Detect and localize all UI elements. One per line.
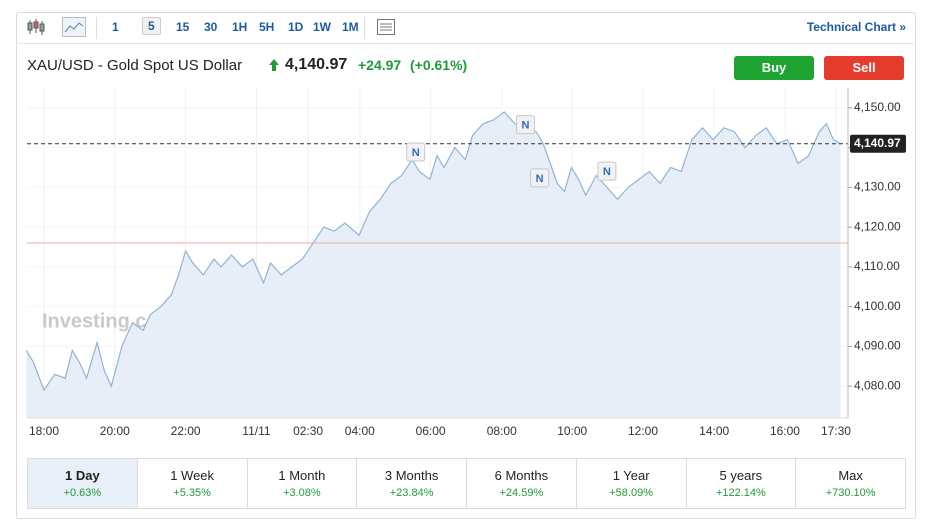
interval-button[interactable]: 1D	[288, 20, 304, 34]
interval-button[interactable]: 5	[142, 17, 161, 35]
period-change: +58.09%	[609, 487, 653, 499]
y-tick-label: 4,100.00	[854, 299, 901, 313]
y-tick-label: 4,120.00	[854, 219, 901, 233]
news-marker-label: N	[536, 173, 544, 185]
period-cell[interactable]: 1 Month +3.08%	[248, 459, 358, 508]
technical-chart-link[interactable]: Technical Chart »	[806, 20, 906, 34]
period-cell[interactable]: 1 Day +0.63%	[28, 459, 138, 508]
period-change: +5.35%	[173, 487, 211, 499]
period-change: +23.84%	[389, 487, 434, 499]
last-price-label: 4,140.97	[854, 136, 901, 150]
news-marker	[515, 115, 535, 135]
interval-button[interactable]: 15	[176, 20, 190, 34]
period-cell[interactable]: 6 Months +24.59%	[467, 459, 577, 508]
period-change: +24.59%	[499, 487, 544, 499]
x-tick-label: 10:00	[557, 424, 587, 438]
period-label: 6 Months	[494, 468, 549, 483]
news-marker	[530, 168, 550, 188]
y-tick-label: 4,150.00	[854, 100, 901, 114]
price-line	[25, 111, 841, 392]
up-arrow	[269, 59, 279, 71]
buy-button[interactable]: Buy	[734, 56, 814, 80]
period-change: +0.63%	[63, 487, 102, 499]
x-tick-label: 22:00	[171, 424, 201, 438]
interval-button[interactable]: 1M	[342, 20, 359, 34]
period-change: +730.10%	[825, 487, 876, 499]
period-change: +3.08%	[283, 487, 321, 499]
separator	[364, 17, 365, 39]
x-tick-label: 04:00	[345, 424, 375, 438]
news-marker-label: N	[522, 119, 530, 131]
sell-button[interactable]: Sell	[824, 56, 904, 80]
period-label: 1 Day	[65, 468, 100, 483]
table-icon[interactable]	[376, 18, 396, 36]
period-label: 5 years	[719, 468, 763, 483]
period-bar: 1 Day +0.63% 1 Week +5.35% 1 Month +3.08% 3 Mo…	[27, 458, 906, 509]
x-tick-label: 14:00	[699, 424, 729, 438]
area-fill	[26, 111, 841, 419]
x-tick-label: 18:00	[29, 424, 59, 438]
period-cell[interactable]: 1 Week +5.35%	[138, 459, 248, 508]
news-marker-label: N	[412, 147, 420, 159]
period-cell[interactable]: 3 Months +23.84%	[357, 459, 467, 508]
x-tick-label: 12:00	[628, 424, 658, 438]
x-tick-label: 06:00	[416, 424, 446, 438]
interval-button[interactable]: 1H	[232, 20, 248, 34]
period-cell[interactable]: Max +730.10%	[796, 459, 905, 508]
period-label: 3 Months	[384, 468, 439, 483]
x-tick-label: 20:00	[100, 424, 130, 438]
news-marker-label: N	[603, 166, 611, 178]
news-marker	[597, 161, 617, 181]
y-tick-label: 4,090.00	[854, 339, 901, 353]
chart: 18:00 20:00 22:00 11/11 02:30 04:00 06:00 08:00…	[25, 88, 906, 438]
period-label: 1 Year	[612, 468, 650, 483]
x-tick-label: 11/11	[242, 424, 271, 438]
widget-frame	[16, 12, 916, 519]
y-tick-label: 4,110.00	[854, 259, 900, 273]
instrument-title: XAU/USD - Gold Spot US Dollar	[27, 57, 243, 74]
period-cell[interactable]: 5 years +122.14%	[687, 459, 797, 508]
period-change: +122.14%	[715, 487, 766, 499]
y-tick-label: 4,130.00	[854, 180, 901, 194]
y-tick-label: 4,080.00	[854, 378, 901, 392]
period-cell[interactable]: 1 Year +58.09%	[577, 459, 687, 508]
x-tick-label: 08:00	[487, 424, 517, 438]
area-icon[interactable]	[62, 17, 86, 37]
last-price-tag	[850, 134, 906, 153]
x-tick-label: 17:30	[821, 424, 851, 438]
news-marker	[406, 142, 426, 162]
separator	[96, 17, 97, 39]
period-label: 1 Week	[170, 468, 215, 483]
period-label: Max	[838, 468, 863, 483]
change: +24.97	[358, 57, 402, 73]
interval-button[interactable]: 30	[204, 20, 218, 34]
interval-button[interactable]: 1	[112, 20, 119, 34]
interval-button[interactable]: 1W	[313, 20, 331, 34]
watermark: Investing.com	[42, 310, 176, 332]
period-label: 1 Month	[278, 468, 326, 483]
interval-button[interactable]: 5H	[259, 20, 275, 34]
change-percent: (+0.61%)	[410, 57, 468, 73]
price: 4,140.97	[285, 56, 348, 73]
x-tick-label: 16:00	[770, 424, 800, 438]
toolbar: Technical Chart » 1 5 15 30 1H 5H 1D 1W 1M	[16, 12, 914, 44]
candles-icon[interactable]	[26, 18, 46, 36]
x-tick-label: 02:30	[293, 424, 323, 438]
